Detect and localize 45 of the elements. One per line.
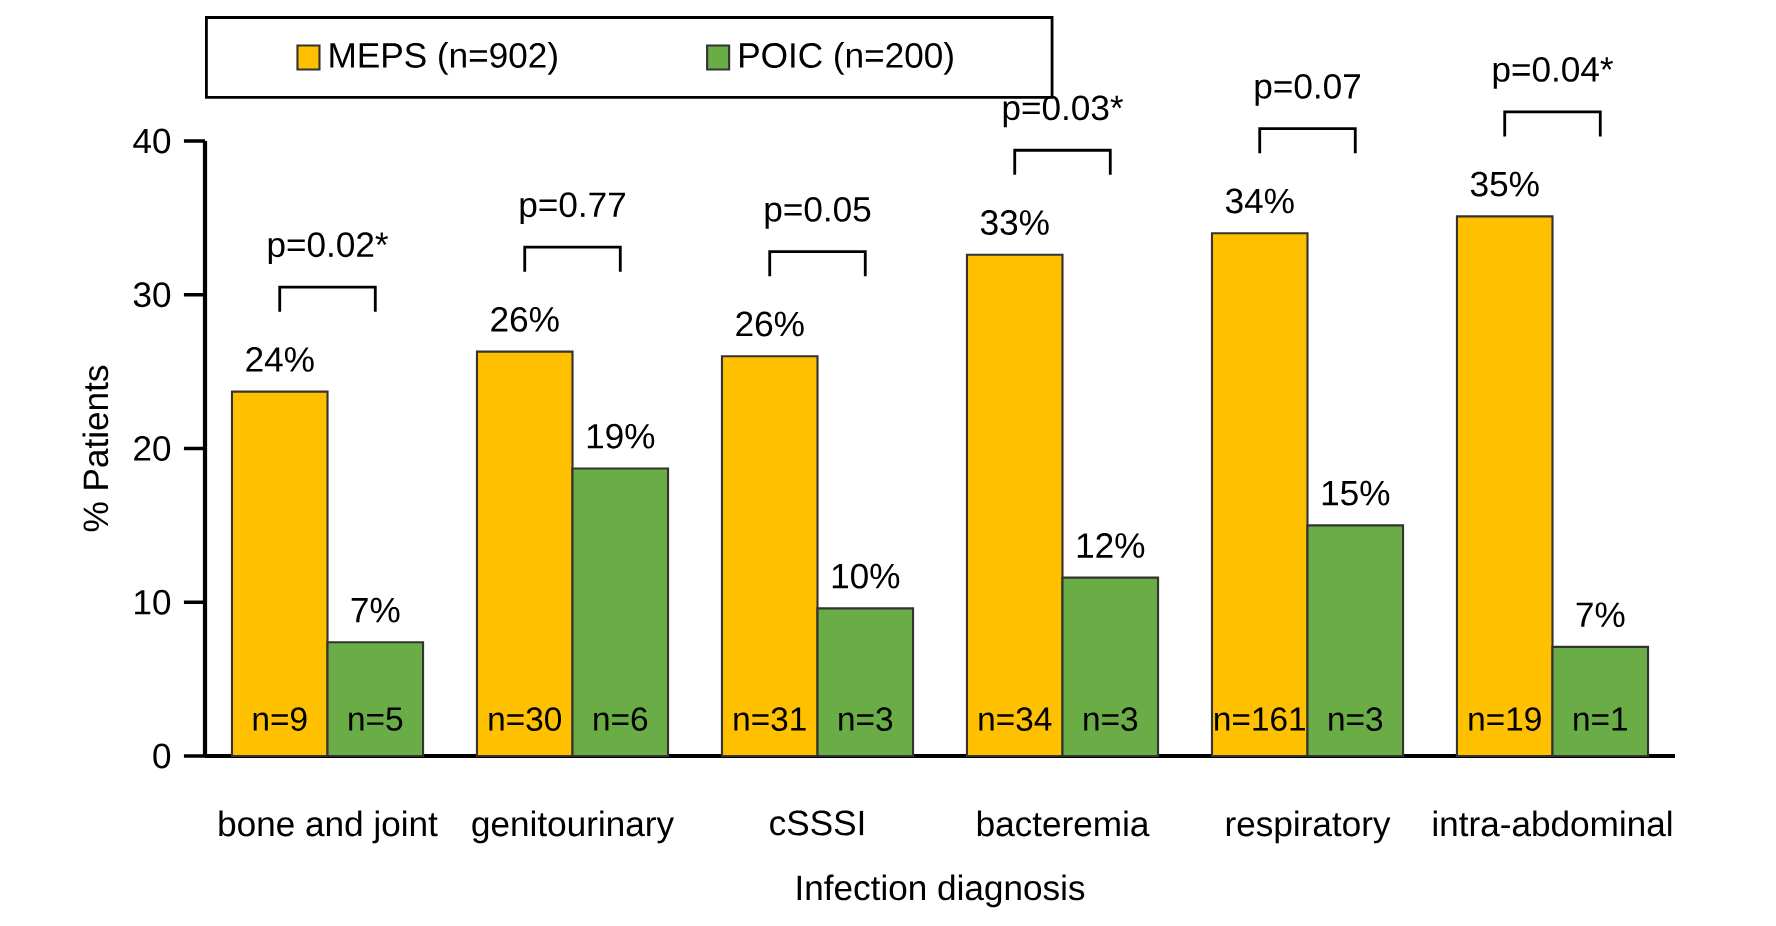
x-tick-label: bacteremia [977, 810, 1150, 837]
annotation: p=0.02* [268, 232, 389, 265]
annotation: n=34 [979, 707, 1052, 731]
data-label: 34% [1225, 188, 1294, 214]
annotation: n=3 [839, 707, 893, 731]
annotation: n=3 [1084, 707, 1138, 731]
data-label: 33% [980, 210, 1049, 235]
text: p=0.04* [1493, 57, 1613, 89]
annotation: n=31 [734, 707, 806, 731]
y-tick-label: 40 [133, 128, 171, 154]
y-tick-label: 0 [153, 743, 171, 769]
data-label: 26% [491, 306, 559, 332]
data-label: 7% [1576, 602, 1625, 628]
y-axis-title: % Patients [82, 365, 109, 532]
annotation: n=19 [1469, 707, 1541, 731]
annotation: n=1 [1574, 707, 1627, 731]
x-tick-label: genitourinary [472, 810, 675, 844]
annotation: n=161 [1215, 707, 1305, 731]
legend-label: MEPS (n=902) [330, 42, 557, 75]
annotation: n=9 [253, 707, 307, 731]
data-label: 10% [832, 563, 900, 589]
data-label: 12% [1077, 533, 1145, 558]
annotation: p=0.05 [765, 196, 871, 229]
x-tick-label: bone and joint [219, 810, 438, 844]
text: p=0.07 [1255, 73, 1360, 106]
legend-label: POIC (n=200) [740, 42, 953, 75]
annotation: n=30 [489, 707, 562, 731]
data-label: 15% [1322, 480, 1390, 506]
x-tick-label: cSSSI [770, 810, 864, 836]
annotation: p=0.77 [520, 192, 625, 225]
annotation: n=5 [349, 707, 403, 731]
x-axis-title: Infection diagnosis [797, 874, 1085, 908]
data-label: 24% [246, 347, 314, 372]
text: p=0.03* [1003, 95, 1124, 128]
data-label: 35% [1470, 171, 1539, 197]
y-tick-label: 10 [135, 589, 171, 615]
data-label: 7% [351, 597, 400, 623]
x-tick-label: respiratory [1226, 810, 1391, 844]
y-tick-label: 30 [133, 282, 171, 308]
x-tick-label: intra-abdominal [1433, 810, 1672, 837]
annotation: n=3 [1329, 707, 1383, 731]
annotation: n=6 [594, 707, 648, 731]
data-label: 19% [587, 423, 655, 449]
y-tick-label: 20 [134, 436, 171, 461]
data-label: 26% [736, 311, 804, 337]
